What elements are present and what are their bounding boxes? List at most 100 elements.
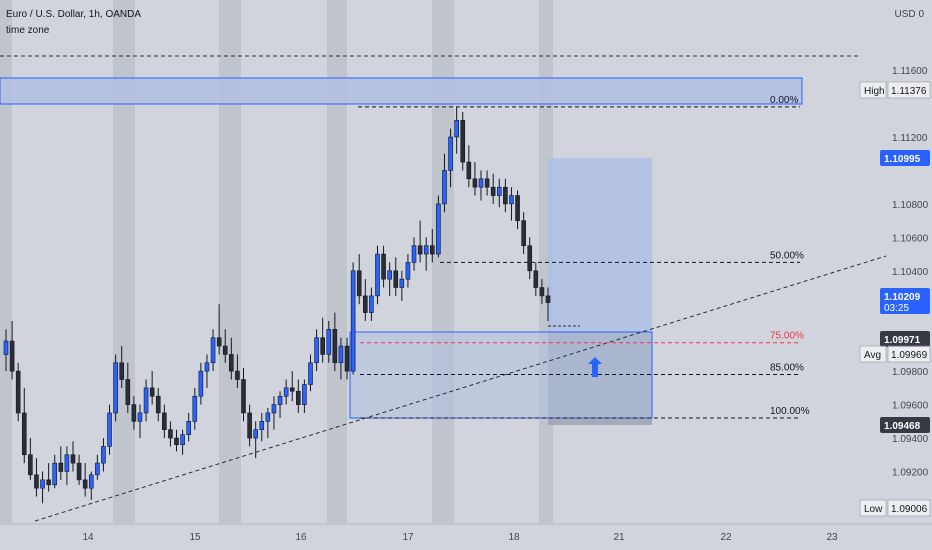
candle xyxy=(46,463,51,492)
candle xyxy=(64,446,70,485)
candle xyxy=(70,441,76,472)
candle-body xyxy=(222,345,228,355)
candle-body xyxy=(143,387,149,414)
target-area[interactable] xyxy=(548,158,652,332)
price-tag-entry[interactable]: 1.09971 xyxy=(880,331,930,347)
supply-zone-box[interactable] xyxy=(0,77,803,105)
candle-body xyxy=(52,462,58,486)
candle xyxy=(235,354,240,388)
candle-body xyxy=(82,479,88,489)
candle-body xyxy=(545,295,551,303)
candle xyxy=(533,262,539,296)
price-tag-value: 1.11376 xyxy=(891,86,927,97)
candle-body xyxy=(539,287,545,297)
candle-body xyxy=(180,434,185,446)
candle-body xyxy=(308,362,313,385)
candle-body xyxy=(76,462,82,481)
arrow-up-icon xyxy=(588,357,602,377)
candle xyxy=(332,312,338,372)
demand-zone-box[interactable] xyxy=(349,331,653,419)
candle xyxy=(210,329,216,372)
price-tag-high[interactable]: High 1.11376 xyxy=(859,81,931,99)
candle-body xyxy=(289,387,295,392)
candle-body xyxy=(344,345,350,372)
time-tick-label: 17 xyxy=(402,532,414,543)
candle-body xyxy=(113,362,118,414)
candle-body xyxy=(192,395,198,422)
price-tag-low[interactable]: Low 1.09006 xyxy=(859,499,931,517)
fib-level-label: 50.00% xyxy=(770,250,804,261)
candle-body xyxy=(283,387,289,397)
candle-body xyxy=(356,270,362,297)
candle-body xyxy=(70,454,76,464)
candle-body xyxy=(387,270,392,280)
candle-body xyxy=(521,220,526,247)
candle xyxy=(162,404,167,439)
candle xyxy=(204,354,210,388)
price-tag-target[interactable]: 1.10995 xyxy=(880,150,930,166)
candle-body xyxy=(369,295,374,313)
candle-body xyxy=(119,362,125,380)
candle xyxy=(429,228,435,263)
candle xyxy=(192,387,198,430)
trendline[interactable] xyxy=(34,255,887,522)
candle xyxy=(527,237,533,280)
candle-body xyxy=(326,329,332,355)
time-tick-label: 18 xyxy=(508,532,520,543)
candle xyxy=(381,245,386,288)
candle-body xyxy=(320,337,325,355)
candle xyxy=(442,153,447,213)
candle xyxy=(186,412,191,442)
candle xyxy=(271,396,277,430)
symbol-title[interactable]: Euro / U.S. Dollar, 1h, OANDA xyxy=(6,9,142,20)
price-tag-stop[interactable]: 1.09468 xyxy=(880,417,930,433)
candle-body xyxy=(484,178,490,188)
candle-body xyxy=(28,454,33,476)
candle xyxy=(180,429,185,455)
candle xyxy=(515,190,520,229)
currency-selector[interactable]: USD 0 xyxy=(895,9,924,20)
candle xyxy=(198,362,204,405)
price-tag-avg[interactable]: Avg 1.09969 xyxy=(859,345,931,363)
candle-body xyxy=(429,245,435,255)
candle xyxy=(369,287,374,321)
price-tag-label-box xyxy=(859,499,887,517)
candle xyxy=(490,173,496,204)
candle-body xyxy=(296,390,301,405)
candle xyxy=(302,379,307,413)
candle xyxy=(241,367,246,422)
price-tick-label: 1.09800 xyxy=(892,367,929,378)
candle-body xyxy=(405,262,411,280)
price-tag-value-box xyxy=(887,345,931,363)
price-tick-label: 1.09200 xyxy=(892,467,929,478)
candle-body xyxy=(34,474,39,489)
candle-body xyxy=(137,412,143,422)
candle xyxy=(101,438,106,472)
candle-body xyxy=(527,245,533,272)
price-tag-label: Avg xyxy=(864,350,881,361)
candle-body xyxy=(423,245,429,255)
price-tag-countdown: 03:25 xyxy=(884,303,909,314)
candle xyxy=(460,111,466,171)
candle-body xyxy=(229,354,234,372)
candle xyxy=(95,454,100,480)
candle xyxy=(222,329,228,363)
candle-body xyxy=(15,370,21,414)
price-tick-label: 1.11600 xyxy=(892,66,928,77)
candle-body xyxy=(454,119,459,138)
currency-label: USD xyxy=(894,9,916,20)
candle xyxy=(417,220,423,263)
candle-body xyxy=(399,278,405,288)
candle xyxy=(436,195,441,258)
candle xyxy=(363,279,368,321)
candle xyxy=(34,458,39,497)
session-band xyxy=(327,0,347,523)
time-tick-label: 16 xyxy=(295,532,307,543)
candle-body xyxy=(314,337,319,364)
candle xyxy=(545,287,551,321)
candle xyxy=(405,254,411,288)
candle-body xyxy=(198,370,204,397)
